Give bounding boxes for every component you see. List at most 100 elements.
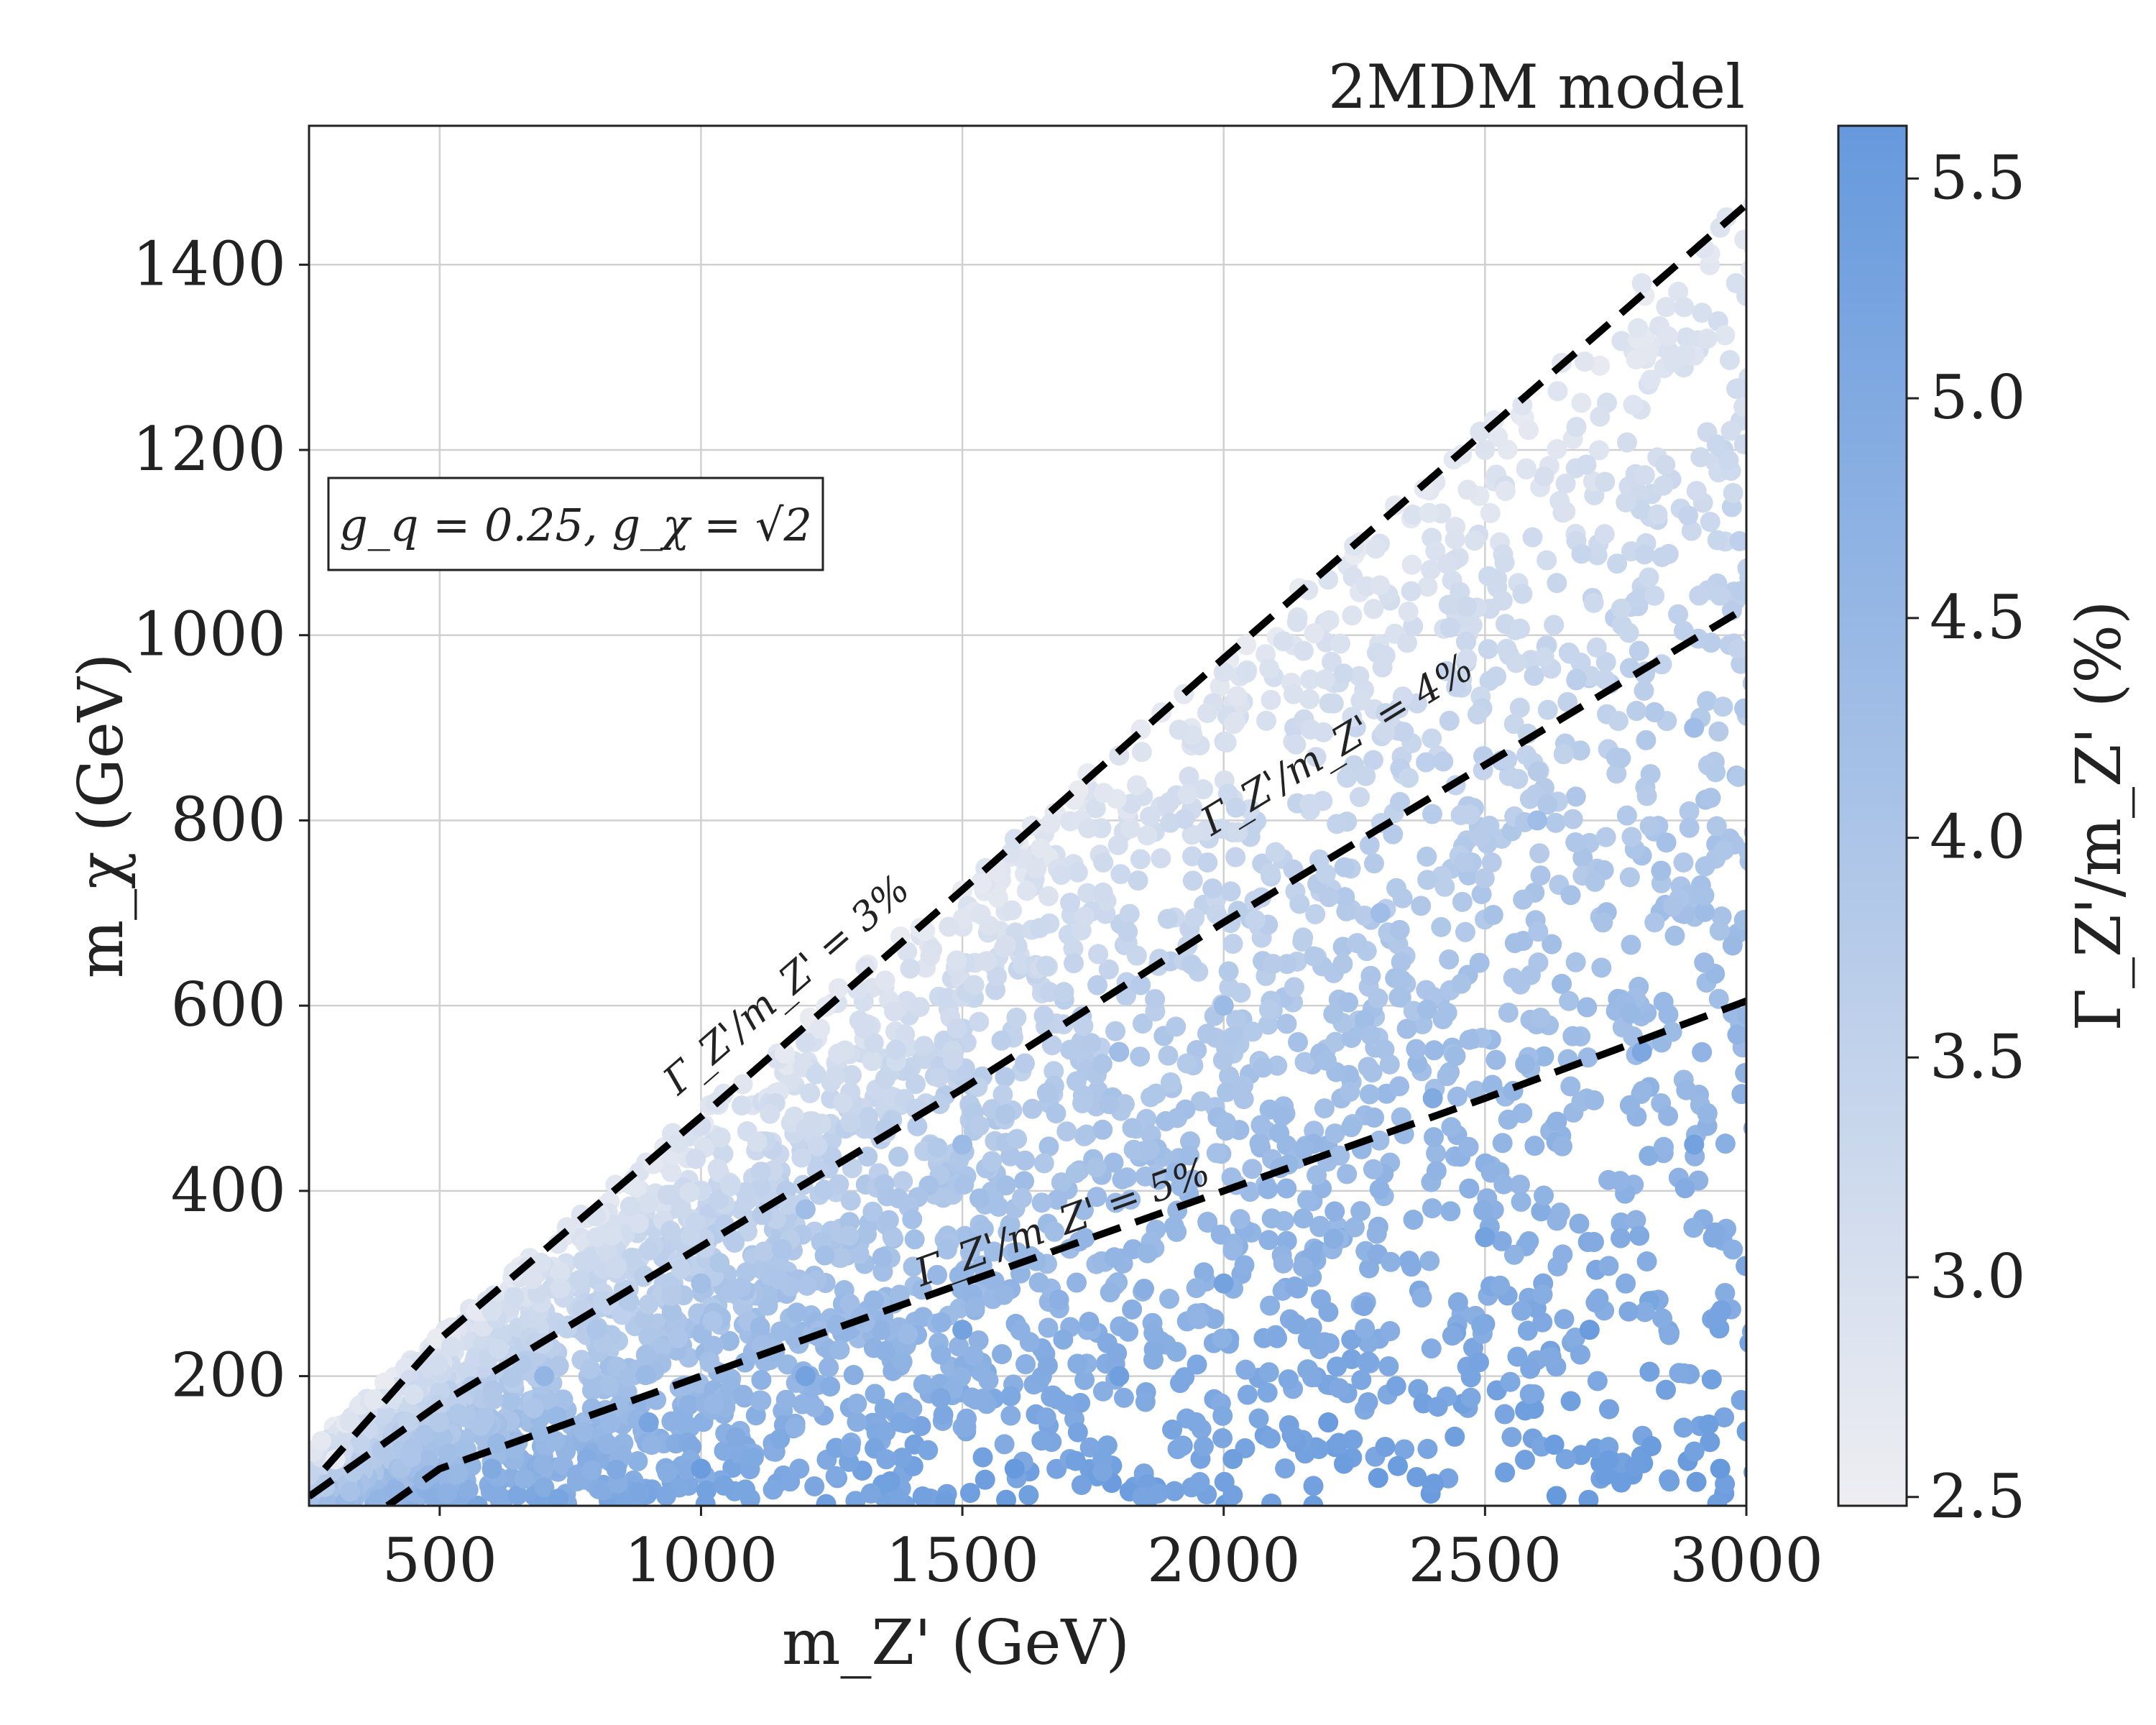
scatter-point bbox=[703, 1335, 724, 1356]
scatter-point bbox=[931, 1312, 952, 1333]
scatter-point bbox=[1222, 1027, 1243, 1048]
scatter-point bbox=[1636, 786, 1657, 806]
scatter-point bbox=[1323, 1003, 1344, 1024]
scatter-point bbox=[1576, 454, 1597, 475]
scatter-point bbox=[1074, 1370, 1095, 1391]
scatter-point bbox=[1132, 1013, 1153, 1034]
scatter-point bbox=[1392, 686, 1413, 707]
scatter-point bbox=[796, 1118, 816, 1139]
scatter-point bbox=[1628, 318, 1649, 339]
scatter-point bbox=[1719, 349, 1740, 370]
scatter-point bbox=[1611, 1228, 1631, 1248]
scatter-point bbox=[1644, 912, 1665, 933]
scatter-point bbox=[1399, 768, 1419, 788]
scatter-point bbox=[1319, 887, 1340, 908]
scatter-point bbox=[1574, 351, 1595, 372]
scatter-point bbox=[918, 1440, 939, 1460]
scatter-point bbox=[1663, 896, 1684, 917]
scatter-point bbox=[1746, 538, 1766, 558]
scatter-point bbox=[875, 1068, 895, 1089]
scatter-point bbox=[1383, 824, 1404, 845]
scatter-point bbox=[995, 1175, 1016, 1196]
scatter-point bbox=[791, 1147, 812, 1168]
scatter-point bbox=[719, 1330, 740, 1351]
scatter-point bbox=[1151, 848, 1171, 869]
scatter-point bbox=[1565, 832, 1586, 852]
scatter-point bbox=[1053, 1329, 1074, 1350]
scatter-point bbox=[1679, 801, 1700, 822]
scatter-point bbox=[1640, 764, 1661, 785]
scatter-point bbox=[975, 1469, 995, 1490]
scatter-point bbox=[311, 1431, 332, 1452]
scatter-point bbox=[1706, 434, 1727, 455]
scatter-point bbox=[1258, 1179, 1279, 1200]
scatter-point bbox=[1233, 1075, 1253, 1096]
scatter-point bbox=[946, 950, 967, 971]
scatter-point bbox=[679, 1182, 700, 1202]
scatter-point bbox=[1445, 529, 1465, 550]
scatter-point bbox=[581, 1380, 602, 1401]
scatter-point bbox=[1278, 1369, 1299, 1390]
scatter-point bbox=[1656, 832, 1677, 853]
scatter-point bbox=[1441, 1117, 1462, 1138]
scatter-point bbox=[1416, 846, 1437, 867]
scatter-point bbox=[1135, 1166, 1156, 1187]
scatter-point bbox=[826, 1438, 847, 1458]
scatter-point bbox=[1437, 553, 1457, 574]
scatter-point bbox=[1067, 862, 1088, 883]
scatter-points bbox=[309, 197, 1769, 1506]
scatter-point bbox=[871, 1320, 892, 1340]
scatter-point bbox=[1426, 1143, 1447, 1164]
y-tick-label: 200 bbox=[171, 1340, 286, 1411]
scatter-point bbox=[1273, 1253, 1294, 1274]
scatter-point bbox=[1547, 381, 1568, 402]
scatter-point bbox=[1459, 1178, 1480, 1199]
scatter-point bbox=[1705, 1222, 1726, 1243]
scatter-point bbox=[661, 1302, 682, 1322]
scatter-point bbox=[1439, 617, 1460, 638]
x-tick-label: 2000 bbox=[1147, 1525, 1301, 1596]
scatter-point bbox=[1749, 1173, 1769, 1193]
scatter-point bbox=[1539, 1347, 1560, 1368]
scatter-point bbox=[1374, 722, 1395, 742]
scatter-point bbox=[1391, 970, 1412, 990]
scatter-point bbox=[1126, 775, 1147, 796]
scatter-point bbox=[1718, 450, 1739, 471]
scatter-point bbox=[638, 1240, 659, 1261]
scatter-point bbox=[1545, 812, 1566, 833]
scatter-point bbox=[1668, 604, 1689, 625]
scatter-point bbox=[863, 1032, 884, 1053]
scatter-point bbox=[1206, 1143, 1227, 1164]
scatter-point bbox=[1506, 653, 1526, 673]
scatter-point bbox=[1074, 906, 1095, 927]
scatter-point bbox=[1647, 504, 1668, 525]
scatter-point bbox=[1553, 744, 1574, 765]
scatter-point bbox=[1318, 1412, 1339, 1433]
scatter-point bbox=[1206, 903, 1227, 924]
scatter-point bbox=[1370, 903, 1391, 924]
colorbar-tick-label: 4.0 bbox=[1930, 802, 2026, 873]
scatter-point bbox=[763, 1479, 783, 1500]
scatter-point bbox=[1212, 1328, 1233, 1349]
scatter-point bbox=[533, 1454, 553, 1475]
scatter-point bbox=[1360, 1025, 1381, 1046]
scatter-point bbox=[819, 1357, 839, 1378]
scatter-point bbox=[887, 1487, 908, 1506]
scatter-point bbox=[865, 1384, 885, 1404]
scatter-point bbox=[1491, 1230, 1512, 1251]
scatter-point bbox=[1130, 1046, 1151, 1067]
scatter-point bbox=[1222, 934, 1243, 954]
scatter-point bbox=[500, 1391, 521, 1412]
scatter-point bbox=[920, 946, 941, 967]
scatter-point bbox=[1417, 870, 1438, 891]
scatter-point bbox=[1242, 1159, 1263, 1179]
scatter-point bbox=[1427, 1397, 1448, 1417]
scatter-point bbox=[970, 904, 991, 925]
scatter-point bbox=[1503, 1244, 1524, 1265]
scatter-point bbox=[1350, 786, 1370, 807]
scatter-point bbox=[903, 1256, 923, 1277]
scatter-point bbox=[1593, 912, 1613, 933]
scatter-point bbox=[1299, 689, 1320, 709]
scatter-point bbox=[857, 1224, 877, 1245]
scatter-point bbox=[1565, 786, 1586, 807]
